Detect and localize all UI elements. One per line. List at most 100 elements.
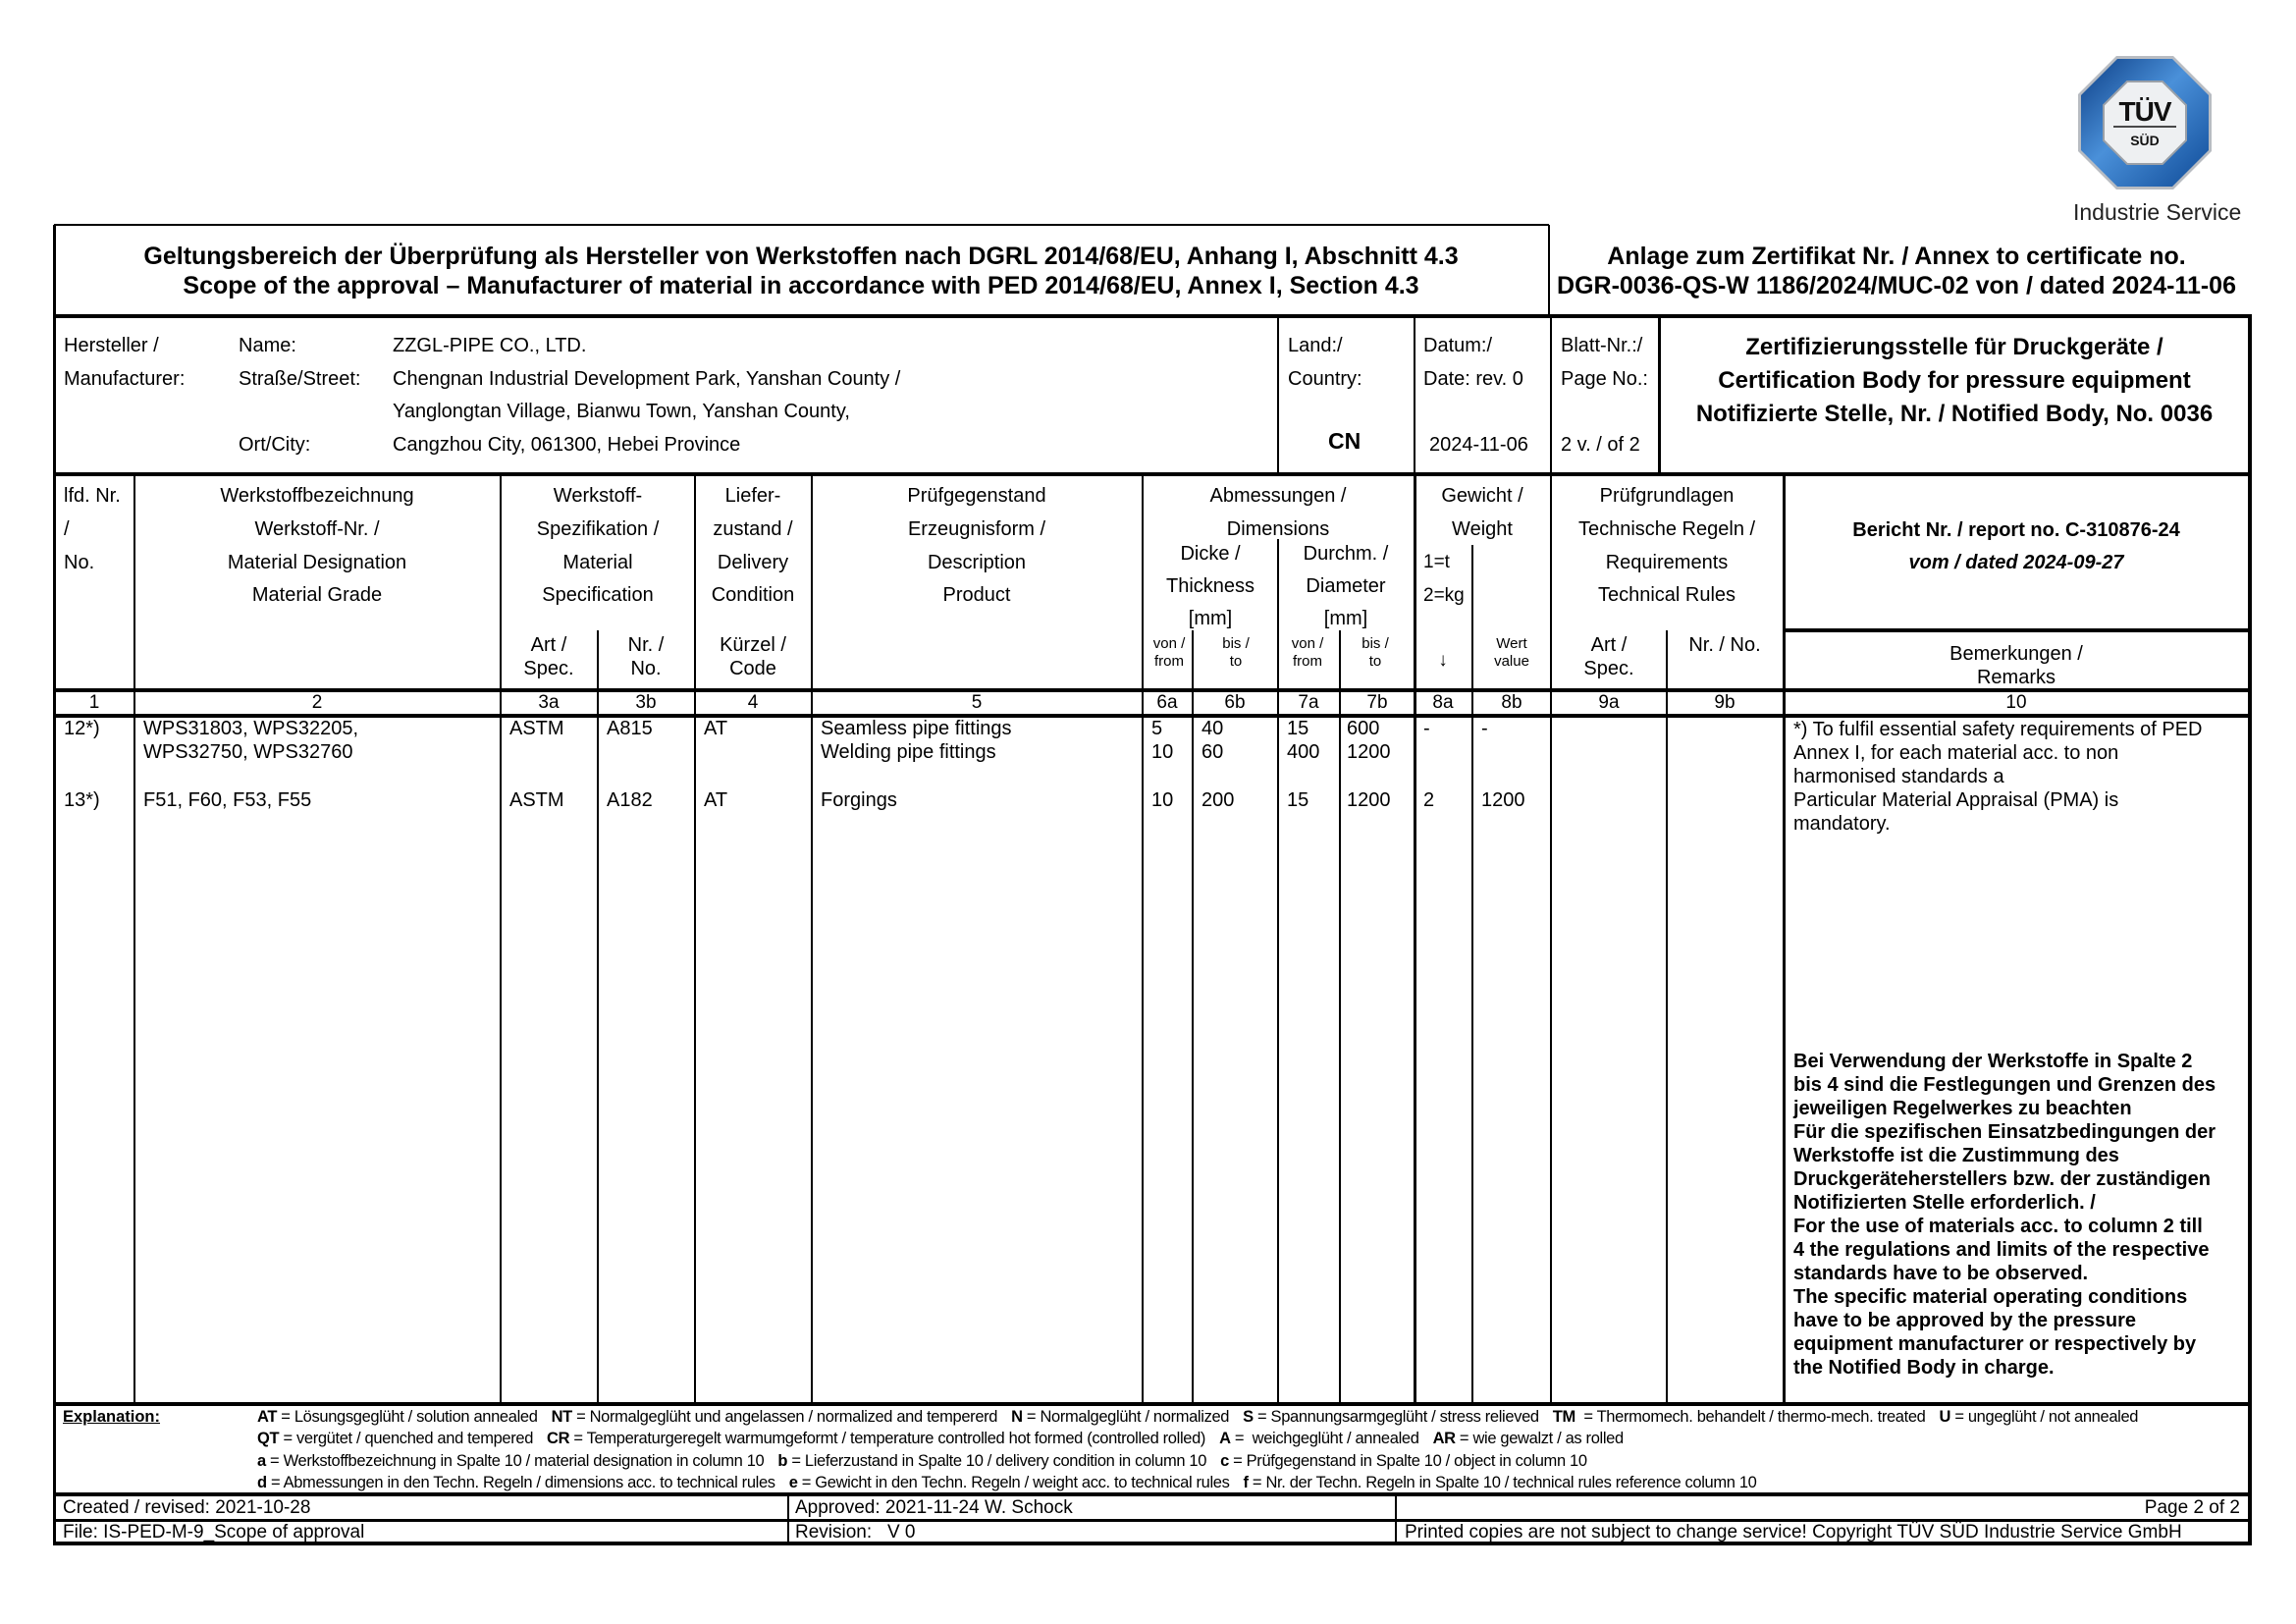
street-line-1: Chengnan Industrial Development Park, Ya… [393, 368, 901, 390]
col7a-header: from [1293, 653, 1322, 670]
thickness-from: 5 [1151, 718, 1163, 739]
thickness-from: 10 [1151, 789, 1174, 811]
row-number: 13*) [64, 789, 100, 811]
col3-header: Material [562, 552, 633, 573]
explanation-line: QT = vergütet / quenched and tempered CR … [257, 1431, 1624, 1447]
weight-unit-kg: 2=kg [1423, 585, 1465, 606]
explanation-line: d = Abmessungen in den Techn. Regeln / d… [257, 1475, 1757, 1491]
cert-body-line-1: Zertifizierungsstelle für Druckgeräte / [1745, 334, 2163, 360]
abbreviation-meaning: = Lieferzustand in Spalte 10 / delivery … [787, 1452, 1207, 1470]
spec-number: A182 [607, 789, 653, 811]
abbreviation-code: TM [1552, 1408, 1575, 1426]
explanation-line: AT = Lösungsgeglüht / solution annealed N… [257, 1409, 2138, 1426]
title-line-1: Geltungsbereich der Überprüfung als Hers… [143, 243, 1459, 270]
abbreviation-code: NT [551, 1408, 573, 1426]
diameter-header: Durchm. / [1303, 543, 1389, 565]
abbreviation-meaning: = wie gewalzt / as rolled [1455, 1430, 1624, 1447]
country-value: CN [1328, 428, 1362, 454]
col4-header: zustand / [713, 518, 793, 540]
row-number: 12*) [64, 718, 100, 739]
thickness-header: Dicke / [1180, 543, 1241, 565]
table-rule [1550, 474, 1552, 1404]
column-number: 6b [1224, 692, 1246, 713]
weight-header: Gewicht / [1441, 485, 1523, 507]
col9-header: Technical Rules [1597, 584, 1736, 606]
material-grade: WPS31803, WPS32205, [143, 718, 359, 739]
table-rule [52, 225, 56, 1545]
column-number: 9a [1598, 692, 1620, 713]
col5-header: Prüfgegenstand [907, 485, 1046, 507]
abbreviation-meaning: = Spannungsarmgeglüht / stress relieved [1253, 1408, 1539, 1426]
col5-header: Erzeugnisform / [907, 518, 1046, 540]
file-name: File: IS-PED-M-9_Scope of approval [63, 1522, 365, 1543]
col10-header: Remarks [1976, 667, 2056, 688]
col3-header: Spezifikation / [536, 518, 660, 540]
abbreviation-code: N [1011, 1408, 1023, 1426]
col4-header: Condition [711, 584, 795, 606]
col6b-header: bis / [1222, 635, 1250, 652]
material-grade: F51, F60, F53, F55 [143, 789, 312, 811]
table-rule [54, 714, 2252, 718]
weight-header: Weight [1452, 518, 1513, 540]
table-rule [133, 474, 135, 1404]
explanation-line: a = Werkstoffbezeichnung in Spalte 10 / … [257, 1453, 1587, 1470]
col5-header: Product [942, 584, 1011, 606]
table-rule [54, 224, 1549, 226]
table-rule [54, 1518, 2252, 1522]
svg-text:SÜD: SÜD [2130, 133, 2160, 148]
svg-text:TÜV: TÜV [2119, 96, 2172, 127]
table-rule [811, 474, 813, 1404]
column-number: 7b [1366, 692, 1388, 713]
col6a-header: von / [1152, 635, 1186, 652]
copyright-notice: Printed copies are not subject to change… [1405, 1522, 2182, 1543]
table-rule [1784, 628, 2252, 632]
col2-header: Werkstoff-Nr. / [254, 518, 380, 540]
material-grade: WPS32750, WPS32760 [143, 741, 353, 763]
date-label: Datum:/ [1423, 335, 1493, 356]
col7a-header: von / [1291, 635, 1324, 652]
abbreviation-meaning: = Werkstoffbezeichnung in Spalte 10 / ma… [265, 1452, 765, 1470]
table-rule [54, 1542, 2252, 1545]
table-rule [1395, 1494, 1397, 1543]
spec-type: ASTM [509, 718, 564, 739]
abbreviation-meaning: = Gewicht in den Techn. Regeln / weight … [797, 1474, 1230, 1491]
table-rule [1471, 545, 1473, 1404]
col9a-header: Art / [1590, 634, 1628, 656]
manufacturer-name: ZZGL-PIPE CO., LTD. [393, 335, 587, 356]
table-rule [1277, 316, 1279, 474]
table-rule [787, 1494, 789, 1543]
column-number: 8a [1432, 692, 1454, 713]
col8b-header: value [1494, 653, 1529, 670]
column-number: 10 [2005, 692, 2027, 713]
diameter-header: Diameter [1306, 575, 1386, 597]
abbreviation-meaning: = Normalgeglüht / normalized [1022, 1408, 1230, 1426]
table-rule [54, 472, 2252, 476]
column-number: 8b [1501, 692, 1522, 713]
diameter-from: 15 [1287, 718, 1309, 739]
col3b-header: Nr. / [627, 634, 665, 656]
table-rule [54, 1492, 2252, 1496]
tuv-octagon-icon: TÜV SÜD [2078, 56, 2212, 189]
report-number: Bericht Nr. / report no. C-310876-24 [1852, 519, 2180, 541]
table-rule [1550, 316, 1552, 474]
spec-type: ASTM [509, 789, 564, 811]
abbreviation-code: a [257, 1452, 266, 1470]
table-rule [54, 688, 2252, 692]
column-number: 7a [1298, 692, 1319, 713]
dimensions-header: Dimensions [1226, 518, 1330, 540]
col9a-header: Spec. [1583, 658, 1634, 679]
diameter-from: 400 [1287, 741, 1320, 763]
table-rule [54, 314, 2252, 318]
abbreviation-meaning: = weichgeglüht / annealed [1230, 1430, 1419, 1447]
pma-remark: *) To fulfil essential safety requiremen… [1793, 719, 2203, 835]
abbreviation-meaning: = Thermomech. behandelt / thermo-mech. t… [1575, 1408, 1926, 1426]
abbreviation-code: A [1219, 1430, 1231, 1447]
tuv-sud-logo: TÜV SÜD [2076, 54, 2214, 191]
column-number: 2 [311, 692, 323, 713]
notified-body: Notifizierte Stelle, Nr. / Notified Body… [1695, 401, 2214, 427]
col8b-header: Wert [1496, 635, 1527, 652]
thickness-to: 200 [1201, 789, 1235, 811]
weight-value: 1200 [1481, 789, 1525, 811]
col7b-header: bis / [1362, 635, 1389, 652]
approved-by: Approved: 2021-11-24 W. Schock [795, 1497, 1073, 1518]
